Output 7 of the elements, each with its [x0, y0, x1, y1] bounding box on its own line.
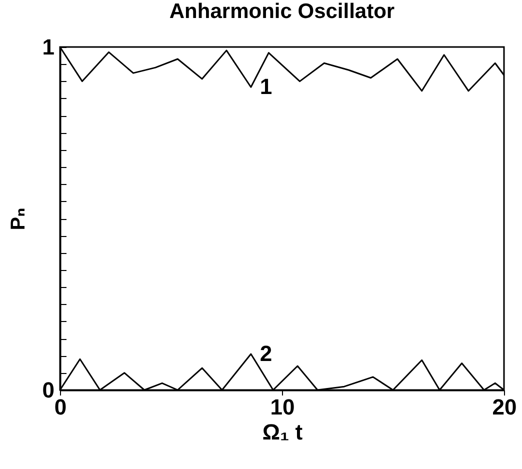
y-axis-title: Pₙ: [7, 208, 30, 230]
series-label: 2: [260, 340, 272, 366]
series-label: 1: [260, 74, 272, 100]
x-tick-label: 10: [270, 394, 295, 420]
x-tick-label: 20: [492, 394, 517, 420]
x-axis-title: Ω₁ t: [262, 420, 304, 444]
chart-title: Anharmonic Oscillator: [169, 0, 395, 23]
